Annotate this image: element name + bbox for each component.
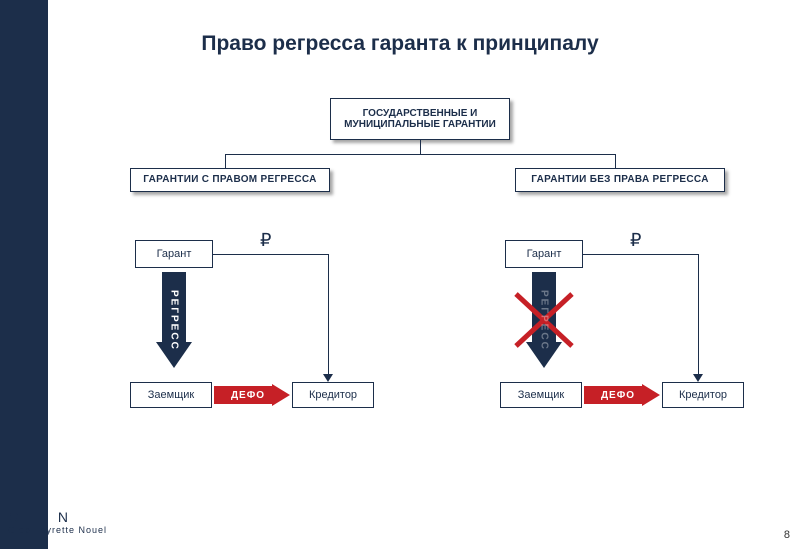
connector: [698, 254, 699, 376]
node-left-category: ГАРАНТИИ С ПРАВОМ РЕГРЕССА: [130, 168, 330, 192]
sidebar-accent: [0, 0, 48, 549]
flowchart: ГОСУДАРСТВЕННЫЕ И МУНИЦИПАЛЬНЫЕ ГАРАНТИИ…: [60, 80, 780, 500]
connector: [615, 154, 616, 168]
node-creditor-right: Кредитор: [662, 382, 744, 408]
slide-title: Право регресса гаранта к принципалу: [201, 32, 598, 56]
node-guarantor-left: Гарант: [135, 240, 213, 268]
arrow-regress-label: РЕГРЕСС: [169, 290, 180, 351]
arrow-default-left: ДЕФО: [214, 384, 290, 406]
connector: [225, 154, 615, 155]
logo-full: Gide Loyrette Nouel: [8, 525, 138, 535]
node-creditor-left: Кредитор: [292, 382, 374, 408]
node-top: ГОСУДАРСТВЕННЫЕ И МУНИЦИПАЛЬНЫЕ ГАРАНТИИ: [330, 98, 510, 140]
arrow-regress-right: РЕГРЕСС: [526, 272, 562, 368]
arrow-default-right: ДЕФО: [584, 384, 660, 406]
ruble-label-right: ₽: [630, 230, 641, 251]
arrow-default-label: ДЕФО: [231, 390, 273, 401]
node-borrower-left: Заемщик: [130, 382, 212, 408]
ruble-label-left: ₽: [260, 230, 271, 251]
connector: [328, 254, 329, 376]
page-number: 8: [784, 529, 790, 541]
logo-short: G L N: [8, 509, 138, 525]
node-borrower-right: Заемщик: [500, 382, 582, 408]
arrowhead-down-icon: [323, 374, 333, 382]
connector: [420, 140, 421, 154]
arrow-default-label: ДЕФО: [601, 390, 643, 401]
node-right-category: ГАРАНТИИ БЕЗ ПРАВА РЕГРЕССА: [515, 168, 725, 192]
arrow-regress-label: РЕГРЕСС: [539, 290, 550, 351]
connector: [225, 154, 226, 168]
arrow-regress-left: РЕГРЕСС: [156, 272, 192, 368]
connector: [213, 254, 328, 255]
connector: [583, 254, 698, 255]
arrowhead-down-icon: [693, 374, 703, 382]
node-guarantor-right: Гарант: [505, 240, 583, 268]
